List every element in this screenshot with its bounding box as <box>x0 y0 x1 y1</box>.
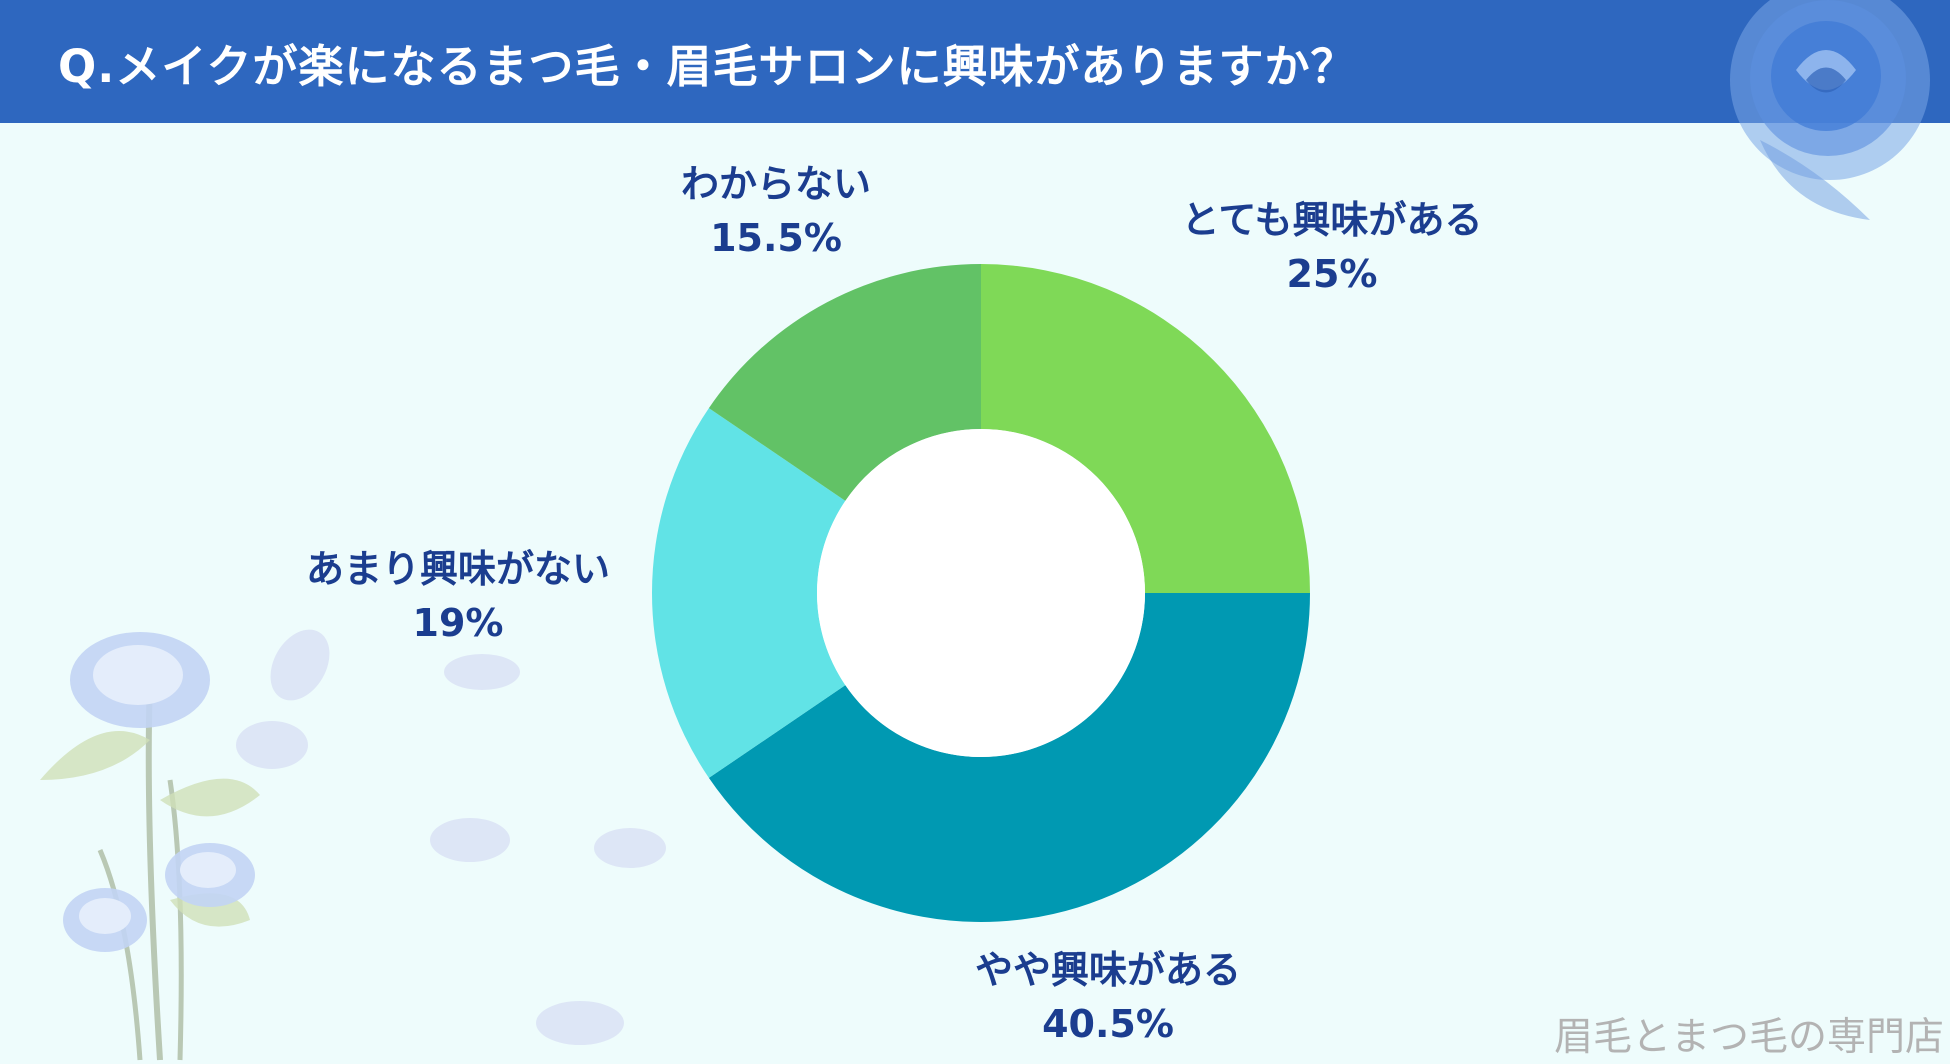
watermark: 眉毛とまつ毛の専門店 <box>1553 1015 1944 1060</box>
slice-category-label: とても興味がある <box>1181 198 1483 242</box>
donut-hole <box>817 429 1145 757</box>
slice-category-label: あまり興味がない <box>305 547 611 591</box>
donut-slice-2 <box>708 593 1310 922</box>
slice-value-label: 19% <box>412 601 504 645</box>
slice-label-2: やや興味がある 40.5% <box>975 943 1241 1051</box>
slice-label-1: とても興味がある 25% <box>1182 193 1483 301</box>
rose-decoration-icon <box>1730 0 1930 220</box>
donut-slice-1 <box>981 264 1310 593</box>
donut-slice-3 <box>652 408 846 778</box>
slice-label-3: あまり興味がない 19% <box>306 542 610 650</box>
rose-stem-decoration-icon <box>40 632 260 1061</box>
page-title: Q.メイクが楽になるまつ毛・眉毛サロンに興味がありますか？ <box>58 40 1357 93</box>
slice-category-label: やや興味がある <box>974 948 1242 992</box>
slice-value-label: 15.5% <box>710 216 842 260</box>
title-banner <box>0 0 1950 123</box>
slice-category-label: わからない <box>680 162 872 206</box>
slice-value-label: 25% <box>1286 252 1378 296</box>
slice-label-4: わからない 15.5% <box>681 157 871 265</box>
donut-slice-4 <box>708 264 981 501</box>
slice-value-label: 40.5% <box>1042 1002 1174 1046</box>
